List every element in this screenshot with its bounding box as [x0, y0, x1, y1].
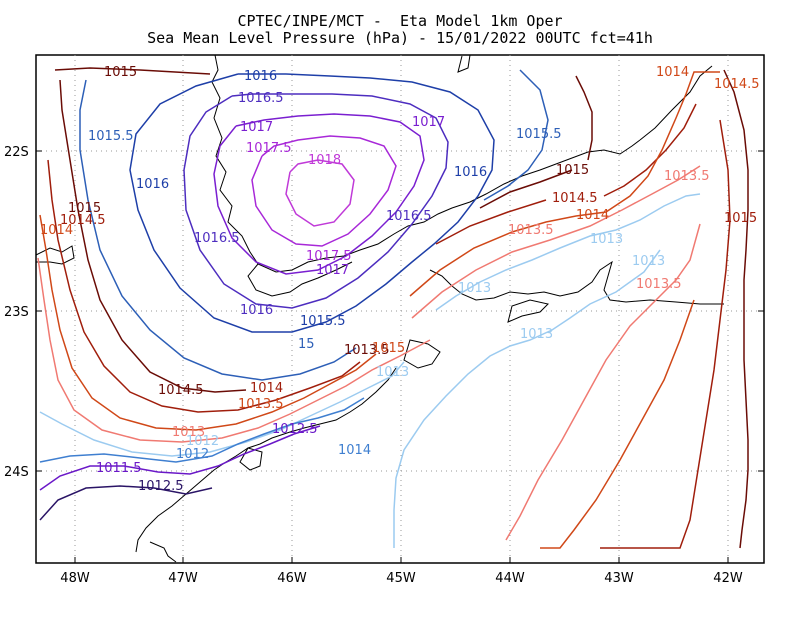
contour-label: 1015: [104, 65, 137, 80]
contour-label: 1013.5: [344, 343, 390, 358]
contour-label: 1014.5: [158, 383, 204, 398]
isobar-1011.5: [39, 485, 213, 521]
contour-label: 1013: [590, 232, 623, 247]
axis-ticks: [36, 150, 764, 563]
contour-label: 1013: [172, 425, 205, 440]
lat-label-24s: 24S: [4, 465, 29, 480]
lon-label-47w: 47W: [168, 571, 198, 586]
isobar-1014-west: [39, 214, 377, 431]
lon-label-43w: 43W: [604, 571, 634, 586]
contour-label: 1012.5: [272, 422, 318, 437]
contour-label: 1015: [556, 163, 589, 178]
isobar-1016: [129, 73, 495, 333]
contour-label: 1013.5: [238, 397, 284, 412]
lon-label-44w: 44W: [495, 571, 525, 586]
contour-label: 1015: [724, 211, 757, 226]
contour-label: 1015.5: [88, 129, 134, 144]
contour-label: 1017.5: [306, 249, 352, 264]
contour-label: 1014.5: [714, 77, 760, 92]
contour-label: 1015: [68, 201, 101, 216]
contour-label: 1012.5: [138, 479, 184, 494]
map-subtitle: Sea Mean Level Pressure (hPa) - 15/01/20…: [147, 29, 653, 47]
isobar-1017: [213, 113, 425, 275]
contour-label: 1014: [338, 443, 371, 458]
isobar-1018: [285, 159, 355, 227]
contour-label: 1016.5: [238, 91, 284, 106]
contour-label: 1016.5: [386, 209, 432, 224]
contour-label: 1013.5: [636, 277, 682, 292]
contour-label: 1014: [40, 223, 73, 238]
lon-label-45w: 45W: [386, 571, 416, 586]
contour-label: 1012: [176, 447, 209, 462]
isobar-1014.5-west: [47, 159, 361, 413]
contour-label: 1013: [376, 365, 409, 380]
contour-label: 1016: [240, 303, 273, 318]
contour-label: 1015.5: [300, 314, 346, 329]
isobar-1015.5: [79, 69, 549, 381]
map-title: CPTEC/INPE/MCT - Eta Model 1km Oper: [237, 12, 563, 30]
contour-label: 1012: [186, 434, 219, 449]
lat-label-23s: 23S: [4, 305, 29, 320]
contour-label: 1014.5: [60, 213, 106, 228]
lat-label-22s: 22S: [4, 145, 29, 160]
isobar-1015-west: [54, 67, 247, 393]
lon-label-46w: 46W: [277, 571, 307, 586]
contour-label: 1013: [520, 327, 553, 342]
isobar-1012: [39, 425, 321, 491]
contour-label: 15: [298, 337, 315, 352]
contour-label: 1013: [458, 281, 491, 296]
contour-label: 1014: [250, 381, 283, 396]
isobar-1013-west: [39, 361, 405, 457]
lon-label-42w: 42W: [713, 571, 743, 586]
contour-label: 1015: [372, 341, 405, 356]
contour-label: 1013.5: [664, 169, 710, 184]
contour-label: 1013: [632, 254, 665, 269]
lon-label-48w: 48W: [60, 571, 90, 586]
isobar-1017.5: [251, 135, 397, 247]
map-frame: [35, 54, 765, 564]
contour-label: 1017: [412, 115, 445, 130]
contour-label: 1014: [576, 208, 609, 223]
isobar-1013-east: [393, 193, 701, 548]
contour-label: 1014.5: [552, 191, 598, 206]
contour-label: 1018: [308, 153, 341, 168]
isobar-1012.5: [39, 397, 365, 463]
isobar-1013.5-east: [411, 165, 701, 541]
isobar-1013.5-west: [37, 257, 431, 443]
contour-labels: 1015 1016 1016.5 1017 1017 1015.5 1015.5…: [40, 65, 760, 494]
isobars: [37, 67, 749, 549]
contour-label: 1017.5: [246, 141, 292, 156]
isobar-1016.5: [183, 93, 449, 309]
contour-label: 1016: [136, 177, 169, 192]
contour-label: 1014: [656, 65, 689, 80]
contour-label: 1013.5: [508, 223, 554, 238]
contour-label: 1017: [316, 263, 349, 278]
contour-label: 1016: [244, 69, 277, 84]
contour-label: 1016.5: [194, 231, 240, 246]
contour-label: 1011.5: [96, 461, 142, 476]
contour-label: 1017: [240, 120, 273, 135]
contour-label: 1015.5: [516, 127, 562, 142]
isobar-1015-east: [479, 69, 749, 549]
contour-label: 1016: [454, 165, 487, 180]
isobar-1014-east: [409, 71, 720, 549]
